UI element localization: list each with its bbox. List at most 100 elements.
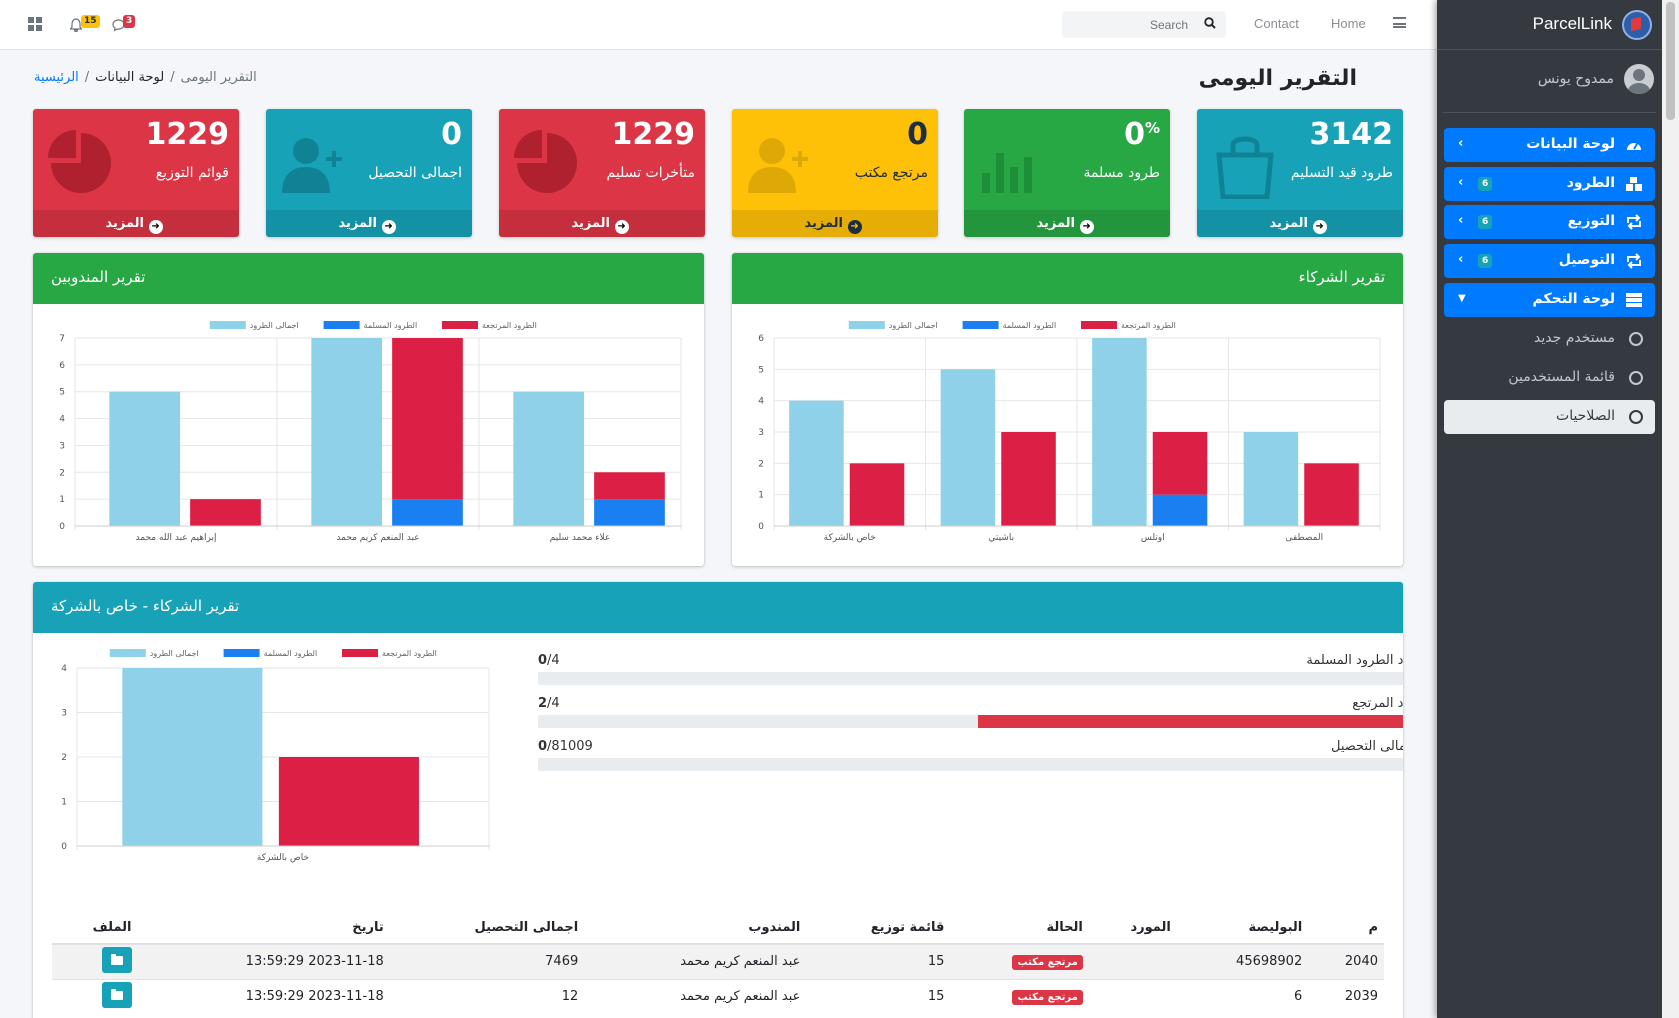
legend-item[interactable]: الطرود المسلمة [962, 321, 1057, 330]
legend-item[interactable]: الطرود المرتجعة [442, 321, 537, 330]
sidebar-item-distribution[interactable]: التوزيع 6 ‹ [1444, 205, 1655, 239]
chevron-left-icon: ‹ [1458, 213, 1464, 228]
sidebar-subitem-label: مستخدم جديد [1534, 330, 1615, 346]
progress-value: 0/4 [538, 653, 560, 668]
tachometer-icon [1625, 137, 1643, 153]
progress-track [538, 758, 1403, 771]
bar-total [513, 391, 585, 526]
column-header[interactable]: البوليصة [1176, 912, 1309, 945]
bar-delivered [392, 499, 463, 526]
sidebar-subitem-new-user[interactable]: مستخدم جديد [1444, 322, 1655, 356]
legend-item[interactable]: الطرود المرتجعة [1081, 321, 1176, 330]
more-info-link[interactable]: المزيد ➜ [33, 210, 239, 237]
sidebar-item-delivery[interactable]: التوصيل 6 ‹ [1444, 244, 1655, 278]
progress-track [538, 672, 1403, 685]
table-header-row: م البوليصة المورد الحالة قائمة توزيع الم… [52, 912, 1384, 945]
stat-label: طرود مسلمة [1083, 165, 1160, 181]
legend-item[interactable]: الطرود المسلمة [223, 649, 318, 658]
stat-box-late-delivery: 1229 متأخرات تسليم المزيد ➜ [499, 109, 705, 237]
notifications-bell-icon[interactable]: 15 [70, 15, 100, 33]
notifications-count-badge: 15 [81, 15, 100, 28]
y-tick-label: 3 [59, 441, 65, 451]
nav-home-link[interactable]: Home [1331, 16, 1366, 31]
sidebar-subitem-users-list[interactable]: قائمة المستخدمين [1444, 361, 1655, 395]
legend-item[interactable]: اجمالى الطرود [209, 321, 299, 330]
bar-returned [1001, 432, 1056, 526]
apps-grid-icon[interactable] [28, 17, 42, 31]
cell-status: مرتجع مكتب [950, 943, 1089, 979]
legend-label: الطرود المسلمة [1003, 321, 1057, 330]
breadcrumb-section[interactable]: لوحة البيانات [95, 70, 165, 85]
bar-total [311, 338, 383, 526]
progress-label: عدد المرتجع [1352, 696, 1403, 711]
y-tick-label: 3 [61, 709, 67, 719]
sidebar-item-dashboard[interactable]: لوحة البيانات ‹ [1444, 128, 1655, 162]
y-tick-label: 4 [758, 397, 764, 407]
breadcrumb-home[interactable]: الرئيسية [34, 70, 79, 85]
search-icon[interactable] [1204, 17, 1216, 29]
legend-swatch [209, 321, 246, 329]
sidebar-toggle-hamburger-icon[interactable] [1393, 17, 1406, 28]
breadcrumb: التقرير اليومى/لوحة البيانات/الرئيسية [34, 70, 257, 85]
search-box [1062, 11, 1226, 38]
legend-label: الطرود المرتجعة [382, 649, 437, 658]
scrollbar-thumb[interactable] [1666, 2, 1675, 120]
column-header[interactable]: الملف [52, 912, 138, 945]
brand-link[interactable]: ParcelLink [1437, 0, 1662, 50]
more-info-link[interactable]: المزيد ➜ [499, 210, 705, 237]
legend-label: الطرود المسلمة [264, 649, 318, 658]
cell-total: 7469 [389, 943, 585, 979]
stat-box-total-collection: 0 اجمالى التحصيل المزيد ➜ [266, 109, 472, 237]
sidebar-item-parcels[interactable]: الطرود 6 ‹ [1444, 167, 1655, 201]
pie-chart-icon [514, 130, 577, 193]
legend-item[interactable]: الطرود المرتجعة [342, 649, 437, 658]
column-header[interactable]: م [1308, 912, 1384, 945]
legend-item[interactable]: الطرود المسلمة [323, 321, 418, 330]
legend-label: الطرود المرتجعة [482, 321, 537, 330]
nav-contact-link[interactable]: Contact [1254, 16, 1299, 31]
table-row: 2040 45698902 مرتجع مكتب 15 عبد المنعم ك… [52, 943, 1384, 979]
card-title: تقرير المندوبين [51, 268, 146, 286]
cell-status: مرتجع مكتب [950, 978, 1089, 1014]
column-header[interactable]: قائمة توزيع [806, 912, 951, 945]
messages-comments-icon[interactable]: 3 [112, 15, 138, 33]
arrow-circle-left-icon: ➜ [1079, 220, 1094, 234]
legend-item[interactable]: اجمالى الطرود [848, 321, 938, 330]
column-header[interactable]: المورد [1088, 912, 1177, 945]
more-info-link[interactable]: المزيد ➜ [732, 210, 938, 237]
cell-id: 2039 [1308, 978, 1384, 1014]
user-panel[interactable]: ممدوح يونس [1437, 62, 1662, 102]
sidebar-item-badge: 6 [1478, 215, 1493, 229]
cell-supplier [1088, 978, 1177, 1014]
more-info-link[interactable]: المزيد ➜ [266, 210, 472, 237]
x-tick-label: عبد المنعم كريم محمد [336, 533, 419, 543]
cell-supplier [1088, 943, 1177, 979]
sidebar-subitem-label: الصلاحيات [1556, 408, 1615, 424]
folder-icon[interactable] [101, 981, 132, 1008]
folder-icon[interactable] [101, 946, 132, 973]
sidebar-item-control-panel[interactable]: لوحة التحكم ▼ [1444, 283, 1655, 317]
y-tick-label: 2 [59, 468, 65, 478]
user-name: ممدوح يونس [1537, 71, 1614, 87]
progress-returned: عدد المرتجع 2/4 [538, 696, 1403, 738]
more-info-link[interactable]: المزيد ➜ [1197, 210, 1403, 237]
status-badge: مرتجع مكتب [1012, 954, 1083, 970]
y-tick-label: 2 [61, 753, 67, 763]
bar-total [1092, 338, 1147, 526]
search-input[interactable] [1062, 11, 1196, 38]
y-tick-label: 3 [758, 428, 764, 438]
legend-item[interactable]: اجمالى الطرود [109, 649, 199, 658]
column-header[interactable]: المندوب [584, 912, 807, 945]
column-header[interactable]: تاريخ [137, 912, 390, 945]
more-info-link[interactable]: المزيد ➜ [964, 210, 1170, 237]
bar-total [1243, 432, 1299, 526]
column-header[interactable]: اجمالى التحصيل [389, 912, 585, 945]
y-tick-label: 1 [758, 491, 764, 501]
stat-box-in-delivery: 3142 طرود قيد التسليم المزيد ➜ [1197, 109, 1403, 237]
column-header[interactable]: الحالة [950, 912, 1089, 945]
stat-label: اجمالى التحصيل [368, 165, 462, 181]
legend-swatch [442, 321, 478, 329]
page-scrollbar[interactable] [1662, 0, 1679, 1018]
sidebar: ParcelLink ممدوح يونس لوحة البيانات ‹ ال… [1437, 0, 1662, 1018]
sidebar-subitem-permissions[interactable]: الصلاحيات [1444, 400, 1655, 434]
